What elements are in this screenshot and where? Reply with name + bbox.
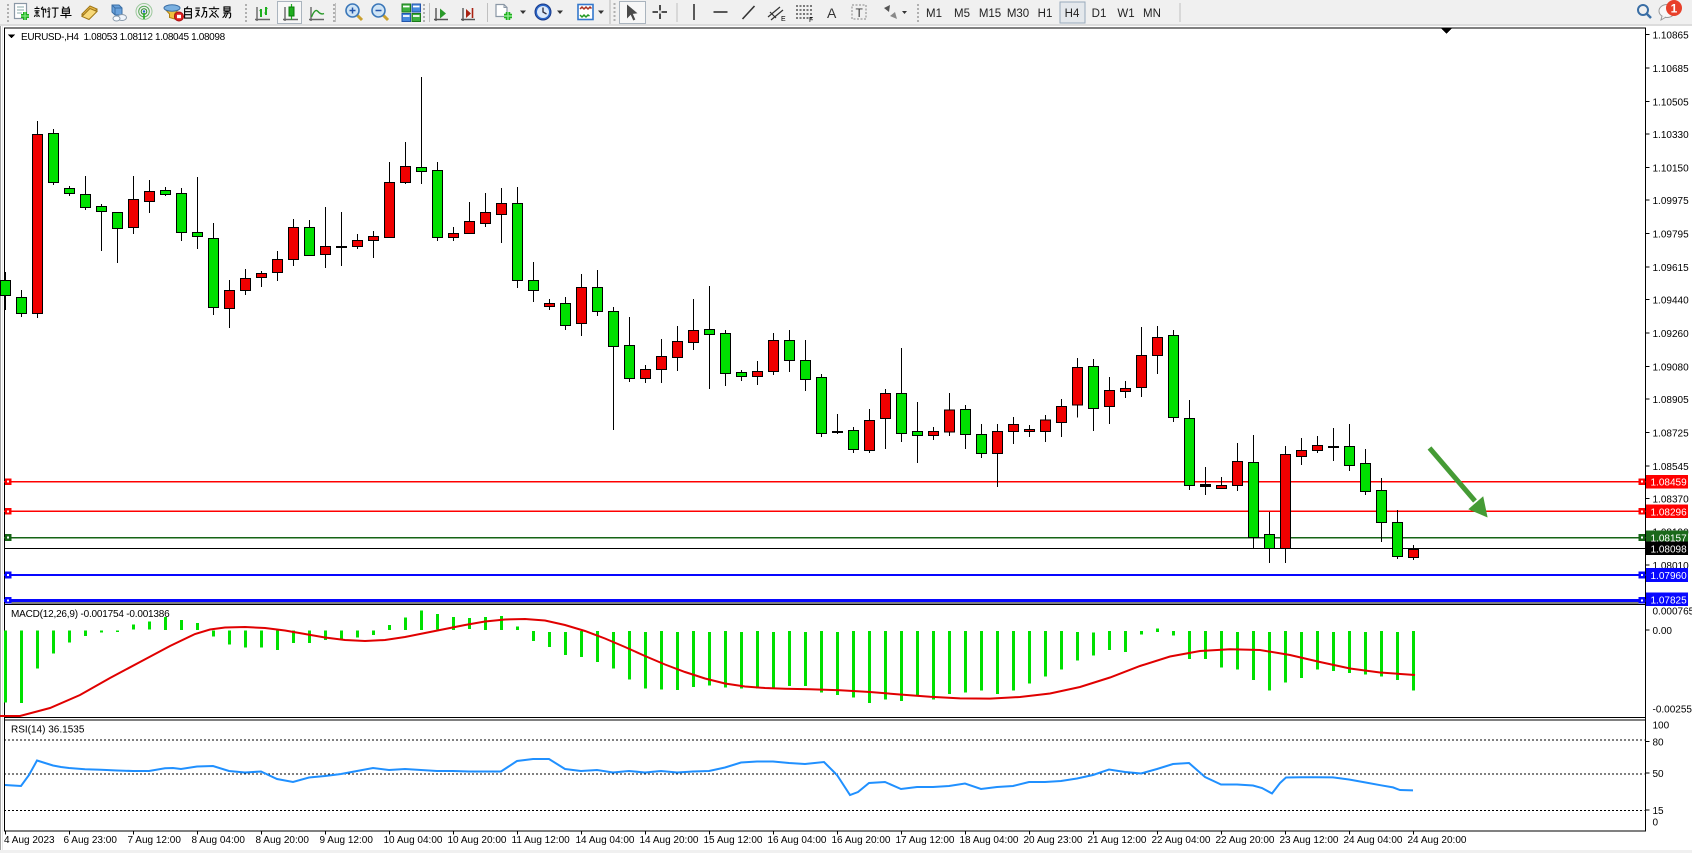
- svg-text:6 Aug 23:00: 6 Aug 23:00: [64, 835, 118, 846]
- svg-text:7 Aug 12:00: 7 Aug 12:00: [128, 835, 182, 846]
- svg-text:F: F: [809, 17, 813, 24]
- svg-text:MACD(12,26,9) -0.001754 -0.001: MACD(12,26,9) -0.001754 -0.001386: [11, 609, 170, 620]
- svg-text:21 Aug 12:00: 21 Aug 12:00: [1088, 835, 1147, 846]
- svg-text:MN: MN: [1143, 8, 1161, 20]
- svg-text:W1: W1: [1117, 8, 1134, 20]
- svg-text:D1: D1: [1092, 8, 1107, 20]
- svg-text:16 Aug 20:00: 16 Aug 20:00: [832, 835, 891, 846]
- svg-text:1.09975: 1.09975: [1653, 196, 1690, 207]
- svg-text:22 Aug 20:00: 22 Aug 20:00: [1216, 835, 1275, 846]
- svg-text:24 Aug 04:00: 24 Aug 04:00: [1344, 835, 1403, 846]
- svg-text:18 Aug 04:00: 18 Aug 04:00: [960, 835, 1019, 846]
- svg-text:E: E: [781, 16, 786, 23]
- svg-text:M1: M1: [926, 8, 942, 20]
- svg-text:-0.002559: -0.002559: [1653, 705, 1692, 716]
- svg-text:1.09260: 1.09260: [1653, 329, 1690, 340]
- svg-text:11 Aug 12:00: 11 Aug 12:00: [512, 835, 571, 846]
- svg-text:RSI(14) 36.1535: RSI(14) 36.1535: [11, 725, 85, 736]
- svg-text:22 Aug 04:00: 22 Aug 04:00: [1152, 835, 1211, 846]
- svg-text:T: T: [856, 6, 864, 20]
- svg-text:23 Aug 12:00: 23 Aug 12:00: [1280, 835, 1339, 846]
- svg-text:0.00: 0.00: [1653, 626, 1673, 637]
- svg-text:1.07960: 1.07960: [1651, 571, 1688, 582]
- svg-text:14 Aug 20:00: 14 Aug 20:00: [640, 835, 699, 846]
- svg-text:M30: M30: [1007, 8, 1029, 20]
- svg-text:20 Aug 23:00: 20 Aug 23:00: [1024, 835, 1083, 846]
- svg-text:1.08545: 1.08545: [1653, 462, 1690, 473]
- svg-text:1.08725: 1.08725: [1653, 428, 1690, 439]
- svg-text:15: 15: [1653, 806, 1665, 817]
- svg-text:24 Aug 20:00: 24 Aug 20:00: [1408, 835, 1467, 846]
- svg-text:1.08370: 1.08370: [1653, 494, 1690, 505]
- svg-text:1.09795: 1.09795: [1653, 230, 1690, 241]
- svg-text:1.09615: 1.09615: [1653, 263, 1690, 274]
- svg-text:M5: M5: [954, 8, 970, 20]
- svg-text:H4: H4: [1065, 8, 1080, 20]
- svg-text:0: 0: [1653, 818, 1659, 829]
- svg-text:1.10505: 1.10505: [1653, 98, 1690, 109]
- svg-text:1.09080: 1.09080: [1653, 362, 1690, 373]
- svg-text:10 Aug 20:00: 10 Aug 20:00: [448, 835, 507, 846]
- svg-text:15 Aug 12:00: 15 Aug 12:00: [704, 835, 763, 846]
- svg-text:9 Aug 12:00: 9 Aug 12:00: [320, 835, 374, 846]
- svg-text:1.08098: 1.08098: [1651, 544, 1688, 555]
- svg-text:17 Aug 12:00: 17 Aug 12:00: [896, 835, 955, 846]
- svg-text:0.000765: 0.000765: [1653, 607, 1692, 618]
- svg-text:10 Aug 04:00: 10 Aug 04:00: [384, 835, 443, 846]
- svg-text:1.08905: 1.08905: [1653, 395, 1690, 406]
- svg-text:1.08459: 1.08459: [1651, 478, 1688, 489]
- svg-text:1.09440: 1.09440: [1653, 296, 1690, 307]
- svg-text:8 Aug 20:00: 8 Aug 20:00: [256, 835, 310, 846]
- svg-text:100: 100: [1653, 721, 1670, 732]
- svg-text:A: A: [827, 5, 837, 21]
- svg-text:14 Aug 04:00: 14 Aug 04:00: [576, 835, 635, 846]
- svg-text:1.07825: 1.07825: [1651, 595, 1688, 606]
- svg-text:EURUSD-,H4 1.08053 1.08112 1.: EURUSD-,H4 1.08053 1.08112 1.08045 1.080…: [21, 32, 226, 43]
- svg-text:1.10685: 1.10685: [1653, 64, 1690, 75]
- svg-text:80: 80: [1653, 738, 1665, 749]
- svg-text:1: 1: [1671, 2, 1678, 16]
- svg-text:1.08296: 1.08296: [1651, 507, 1688, 518]
- svg-text:1.10150: 1.10150: [1653, 164, 1690, 175]
- svg-text:50: 50: [1653, 769, 1665, 780]
- svg-text:1.08010: 1.08010: [1653, 561, 1690, 572]
- svg-text:8 Aug 04:00: 8 Aug 04:00: [192, 835, 246, 846]
- svg-text:4 Aug 2023: 4 Aug 2023: [4, 835, 55, 846]
- svg-text:1.08157: 1.08157: [1651, 534, 1688, 545]
- svg-text:16 Aug 04:00: 16 Aug 04:00: [768, 835, 827, 846]
- svg-text:M15: M15: [979, 8, 1001, 20]
- svg-text:1.10865: 1.10865: [1653, 31, 1690, 42]
- svg-text:H1: H1: [1038, 8, 1053, 20]
- svg-text:1.10330: 1.10330: [1653, 130, 1690, 141]
